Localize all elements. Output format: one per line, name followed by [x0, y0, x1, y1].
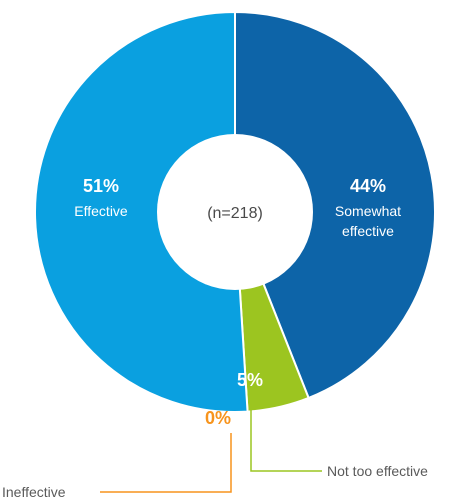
- callout-not-too-effective: Not too effective: [327, 463, 428, 479]
- callout-lines: [100, 408, 322, 493]
- slice-value-label-0: 44%: [350, 176, 386, 196]
- slice-3: [33, 10, 249, 413]
- slice-0: [234, 10, 436, 400]
- callout-line-ineffective: [100, 433, 232, 493]
- slice-value-label-2: 0%: [205, 408, 231, 428]
- sample-size-note: (n=218): [207, 205, 263, 222]
- slice-value-label-1: 5%: [237, 370, 263, 390]
- slices-group: [33, 10, 436, 413]
- slice-category-label-0-0: Somewhat: [335, 203, 401, 219]
- slice-labels: 44% Somewhat effective 5% 0% 51% Effective: [74, 176, 401, 428]
- slice-category-label-3-0: Effective: [74, 203, 128, 219]
- callout-line-not-too-effective: [250, 408, 322, 472]
- slice-category-label-0-1: effective: [342, 223, 394, 239]
- donut-hole: [157, 134, 313, 290]
- slice-value-label-3: 51%: [83, 176, 119, 196]
- callout-ineffective: Ineffective: [2, 484, 66, 500]
